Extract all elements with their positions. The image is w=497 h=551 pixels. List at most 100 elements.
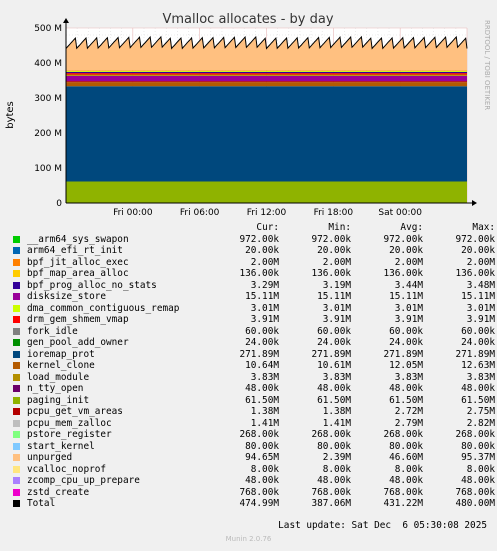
legend-series-name: unpurged [27,452,73,463]
legend-value-max: 2.82M [466,417,495,429]
legend-row: paging_init 61.50M 61.50M 61.50M 61.50M [10,395,495,407]
legend-value-min: 387.06M [311,498,351,509]
legend-value-cur: 268.00k [239,429,279,440]
legend-swatch [13,373,20,381]
area-pcpu_get_vm_areas [66,81,467,83]
legend-value-max: 80.00k [461,440,495,452]
legend-row: zstd_create 768.00k 768.00k 768.00k 768.00k [10,486,495,499]
legend-value-avg: 972.00k [383,233,423,245]
legend-swatch [13,316,20,323]
legend-value-cur: 15.11M [245,291,279,302]
legend-swatch [13,247,20,254]
legend-swatch [13,442,20,450]
legend-value-max: 972.00k [455,233,495,245]
legend-value-cur: 80.00k [245,440,279,452]
legend-value-avg: 3.83M [394,371,423,383]
legend-series-name: Total [27,498,56,509]
area-load_module [66,74,467,76]
area-kernel_clone [66,82,467,87]
legend-swatch [13,477,20,484]
legend-value-min: 1.38M [322,406,351,417]
legend-row: bpf_prog_alloc_no_stats 3.29M 3.19M 3.44M 3.… [10,279,495,292]
legend-value-avg: 60.00k [389,325,423,337]
legend-value-cur: 1.38M [250,406,279,417]
legend-series-name: pcpu_mem_zalloc [27,417,112,429]
legend-row: pstore_register 268.00k 268.00k 268.00k 268.… [10,429,495,441]
last-update: Last update: Sat Dec 6 05:30:08 2025 [278,520,487,531]
legend-value-min: 3.91M [322,314,351,325]
legend-value-max: 2.00M [466,256,495,268]
legend-value-max: 3.91M [466,314,495,325]
legend-series-name: disksize_store [27,291,107,302]
col-cur: Cur: [256,222,279,233]
legend-value-cur: 1.41M [250,417,279,429]
legend-value-avg: 3.44M [394,279,423,291]
rrdtool-credit: RRDTOOL / TOBI OETIKER [483,20,491,110]
legend-value-max: 15.11M [461,291,495,302]
legend-swatch [13,304,20,312]
legend-swatch [13,281,20,289]
x-axis-arrow [472,200,477,206]
x-tick-label: Fri 06:00 [180,208,220,218]
legend-row: disksize_store 15.11M 15.11M 15.11M 15.11M [10,291,495,303]
legend-row: Total 474.99M 387.06M 431.22M 480.00M [10,498,495,510]
legend-series-name: arm64_efi_rt_init [27,245,123,256]
area-drm_gem_shmem_vmap [66,73,467,75]
legend-series-name: zcomp_cpu_up_prepare [27,475,140,486]
legend-series-name: start_kernel [27,440,95,452]
legend-swatch [13,235,20,243]
area-dma_common_contiguous_remap [66,70,467,72]
legend-row: dma_common_contiguous_remap 3.01M 3.01M 3.0… [10,302,495,315]
legend-row: bpf_jit_alloc_exec 2.00M 2.00M 2.00M 2.00M [10,257,495,269]
legend-value-max: 8.00k [466,463,495,475]
legend-value-max: 480.00M [455,498,495,509]
chart: Vmalloc allocates - by day bytes RRDTOOL… [5,12,491,218]
legend-value-max: 24.00k [461,337,495,348]
y-tick-label: 0 [56,199,62,209]
legend-value-min: 10.61M [317,360,351,371]
legend-swatch [13,500,20,507]
legend-series-name: pstore_register [27,429,112,440]
legend-value-max: 3.01M [466,302,495,314]
legend-row: unpurged 94.65M 2.39M 46.60M 95.37M [10,452,495,464]
legend-value-cur: 48.00k [245,475,279,486]
legend-swatch [13,270,20,277]
munin-version: Munin 2.0.76 [225,535,272,543]
legend-value-avg: 136.00k [383,268,423,279]
y-tick-label: 400 M [34,59,62,69]
legend-value-min: 1.41M [322,417,351,429]
legend-swatch [13,454,20,461]
legend-value-cur: 972.00k [239,233,279,245]
legend-value-max: 136.00k [455,268,495,279]
col-min: Min: [328,222,351,233]
legend-series-name: n_tty_open [27,383,84,394]
legend-swatch [13,350,20,358]
x-tick-label: Fri 12:00 [247,208,287,218]
legend-value-max: 2.75M [466,406,495,417]
legend-value-avg: 80.00k [389,440,423,452]
legend-value-avg: 271.89M [383,348,423,360]
legend-value-cur: 768.00k [239,486,279,498]
legend-value-avg: 268.00k [383,429,423,440]
legend-swatch [13,258,20,266]
legend-value-max: 3.83M [466,371,495,383]
legend-value-max: 268.00k [455,429,495,440]
legend-row: zcomp_cpu_up_prepare 48.00k 48.00k 48.00k 48… [10,475,495,487]
legend-value-min: 3.83M [322,371,351,383]
legend-value-min: 60.00k [317,325,351,337]
legend-series-name: drm_gem_shmem_vmap [27,314,129,325]
legend-value-cur: 8.00k [250,463,279,475]
legend-value-min: 8.00k [322,463,351,475]
legend-value-avg: 8.00k [394,463,423,475]
legend-value-avg: 20.00k [389,245,423,256]
legend-series-name: dma_common_contiguous_remap [27,302,180,314]
legend-series-name: load_module [27,371,90,383]
legend-value-min: 268.00k [311,429,351,440]
legend-value-min: 136.00k [311,268,351,279]
legend-row: vcalloc_noprof 8.00k 8.00k 8.00k 8.00k [10,463,495,476]
legend-row: ioremap_prot 271.89M 271.89M 271.89M 271.89M [10,348,495,361]
legend-value-max: 48.00k [461,383,495,394]
y-tick-label: 100 M [34,164,62,174]
legend-value-avg: 2.72M [394,406,423,417]
legend-value-cur: 20.00k [245,245,279,256]
